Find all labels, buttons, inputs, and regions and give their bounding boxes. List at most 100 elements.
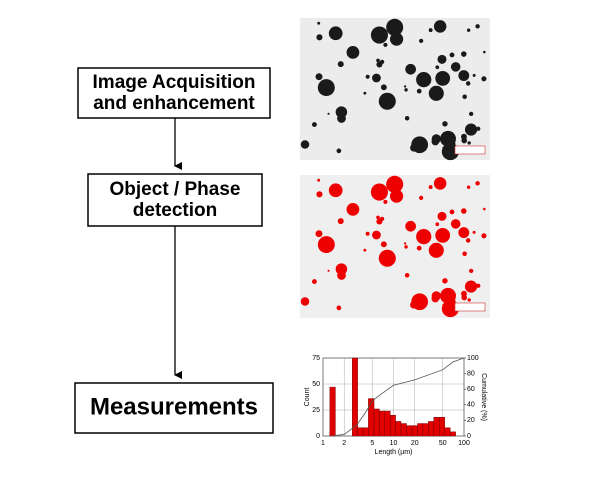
- y-axis-label: Count: [304, 388, 311, 407]
- node-box: [77, 67, 271, 119]
- particle: [476, 283, 481, 288]
- particle: [346, 203, 360, 216]
- particle: [403, 85, 407, 88]
- particle: [365, 74, 370, 79]
- particle: [433, 136, 440, 143]
- particle: [464, 123, 478, 136]
- particle: [378, 92, 396, 110]
- particle: [469, 111, 474, 117]
- particle: [315, 73, 323, 81]
- particle: [460, 208, 467, 214]
- particle: [380, 241, 387, 248]
- particle: [472, 73, 476, 77]
- particle: [327, 112, 330, 115]
- particle: [404, 273, 410, 278]
- y2-tick-label: 0: [467, 433, 471, 440]
- x-tick-label: 1: [321, 440, 325, 447]
- particle: [419, 195, 424, 200]
- y2-tick-label: 60: [467, 386, 475, 393]
- detection-image: [300, 175, 490, 318]
- particle: [376, 215, 380, 220]
- particle: [380, 84, 387, 91]
- particle: [335, 263, 348, 275]
- bar: [357, 427, 364, 437]
- particle: [441, 300, 459, 318]
- bar: [411, 425, 418, 437]
- x-axis-label: Length (µm): [375, 449, 413, 456]
- bar: [428, 421, 435, 437]
- particle: [428, 28, 433, 33]
- particle: [442, 278, 448, 284]
- particle: [483, 50, 486, 54]
- particle: [458, 70, 470, 82]
- particle: [472, 230, 476, 234]
- particle: [416, 88, 422, 94]
- node-box: [87, 173, 263, 227]
- particle: [437, 211, 447, 221]
- particle: [475, 181, 480, 186]
- bar: [384, 410, 391, 437]
- particle: [450, 219, 461, 229]
- node-box: [74, 382, 274, 434]
- particle: [363, 91, 367, 95]
- particle: [376, 58, 380, 63]
- particle: [428, 85, 444, 101]
- particle: [317, 79, 335, 97]
- particle: [437, 54, 447, 64]
- particle: [419, 38, 424, 43]
- particle: [469, 268, 474, 274]
- particle: [383, 199, 388, 204]
- particle: [365, 231, 370, 236]
- particle: [441, 143, 459, 161]
- particle: [465, 238, 471, 243]
- y2-tick-label: 20: [467, 417, 475, 424]
- particle: [461, 133, 467, 140]
- particle: [370, 183, 388, 201]
- bar: [352, 357, 358, 437]
- y-tick-label: 50: [312, 381, 320, 388]
- particle: [336, 148, 342, 154]
- bar: [406, 425, 413, 437]
- particle: [403, 242, 407, 245]
- particle: [462, 251, 467, 257]
- y2-tick-label: 80: [467, 370, 475, 377]
- particle: [442, 121, 448, 127]
- particle: [386, 175, 404, 193]
- scale-bar: [454, 145, 486, 155]
- particle: [461, 290, 467, 297]
- particle: [435, 222, 440, 227]
- node-label: and enhancement: [93, 93, 255, 114]
- particle: [300, 140, 310, 149]
- particle: [404, 245, 408, 249]
- particle: [475, 24, 480, 29]
- particle: [435, 71, 451, 86]
- particle: [435, 228, 451, 243]
- particle: [404, 116, 410, 121]
- particle: [481, 76, 487, 82]
- bar: [444, 427, 451, 437]
- particle: [328, 183, 343, 198]
- particle: [311, 279, 317, 284]
- particle: [416, 229, 432, 245]
- node-label: Image Acquisition: [93, 72, 256, 93]
- particle: [433, 20, 447, 33]
- particle: [416, 72, 432, 88]
- bar: [362, 427, 369, 437]
- particle: [450, 62, 461, 72]
- particle: [316, 191, 323, 198]
- particle: [346, 46, 360, 59]
- particle: [376, 218, 383, 225]
- particle: [315, 230, 323, 238]
- particle: [481, 233, 487, 239]
- particle: [435, 65, 440, 70]
- y2-tick-label: 100: [467, 355, 479, 362]
- particle: [436, 243, 440, 247]
- particle: [464, 280, 478, 293]
- particle: [449, 52, 455, 58]
- particle: [436, 86, 440, 90]
- x-tick-label: 2: [342, 440, 346, 447]
- y2-axis-label: Cumulative (%): [480, 373, 487, 421]
- particle: [462, 94, 467, 100]
- bar: [373, 408, 380, 437]
